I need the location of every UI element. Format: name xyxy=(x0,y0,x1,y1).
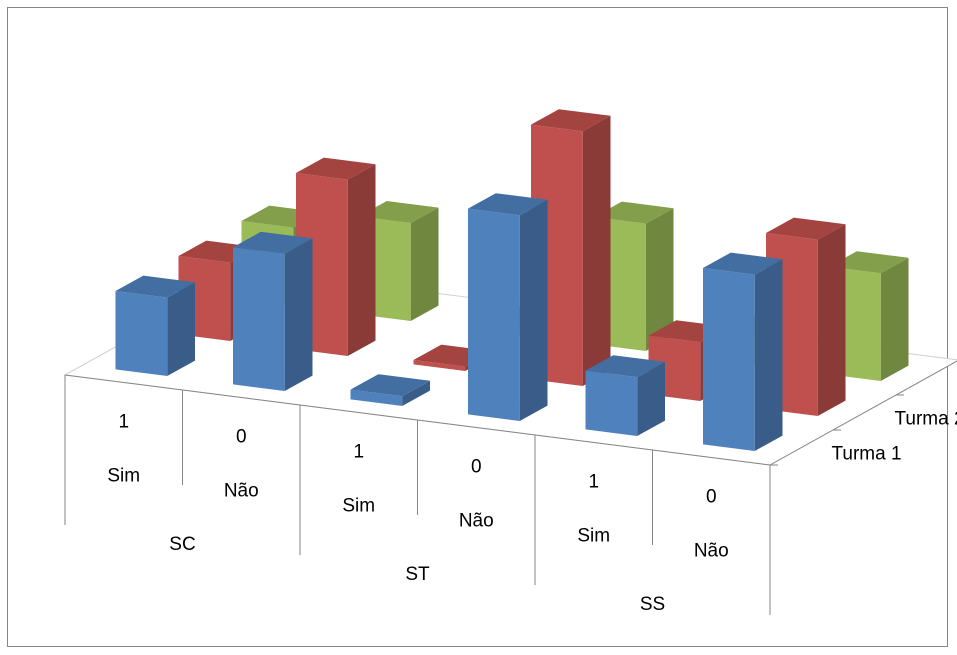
bar-top xyxy=(766,217,846,240)
bar-turma-1-0 xyxy=(115,275,195,376)
bar-top xyxy=(296,157,376,180)
bar-turma-1-3 xyxy=(468,193,548,421)
bar-top xyxy=(703,252,783,275)
bar-turma-1-4 xyxy=(585,355,665,436)
category-group-label: SC xyxy=(169,534,195,555)
bar-turma-1-2 xyxy=(350,374,430,406)
bar-side xyxy=(402,380,430,406)
bar-side xyxy=(519,199,548,421)
bar-turma-1-5 xyxy=(703,252,783,451)
bar-front xyxy=(585,370,638,436)
category-answer-label: Não xyxy=(694,541,729,562)
category-answer-label: Não xyxy=(224,481,259,502)
bar-front xyxy=(233,247,285,391)
bar-side xyxy=(817,224,846,416)
category-code-label: 1 xyxy=(118,412,129,433)
bar-top xyxy=(359,201,439,223)
bar-top xyxy=(115,275,195,298)
bar-side xyxy=(880,257,909,381)
bar-top xyxy=(531,109,611,132)
bar-side xyxy=(645,208,674,351)
series-label-1: Turma 1 xyxy=(832,444,902,465)
bar-front xyxy=(703,268,755,451)
category-answer-label: Sim xyxy=(107,466,140,487)
bar-side xyxy=(754,259,783,451)
bar-top xyxy=(468,193,548,216)
bar-side xyxy=(347,164,376,356)
bar-top xyxy=(585,355,665,378)
bar-side xyxy=(637,361,665,436)
category-answer-label: Sim xyxy=(342,496,375,517)
bar-top xyxy=(233,231,313,254)
category-answer-label: Sim xyxy=(577,526,610,547)
category-code-label: 0 xyxy=(471,457,482,478)
category-code-label: 1 xyxy=(353,442,364,463)
bar-top xyxy=(594,201,674,224)
bar-side xyxy=(167,282,195,376)
bar-turma-3-1 xyxy=(359,201,439,321)
series-label-2: Turma 2 xyxy=(895,409,957,430)
bar-side xyxy=(284,238,313,391)
category-code-label: 0 xyxy=(706,487,717,508)
bar-side xyxy=(582,115,611,387)
bar-front xyxy=(350,389,403,406)
bar-top xyxy=(829,251,909,274)
bar-top xyxy=(350,374,430,397)
category-code-label: 0 xyxy=(236,427,247,448)
category-code-label: 1 xyxy=(588,472,599,493)
category-axis: 1 Sim 0 Não 1 Sim 0 Não 1 Sim 0 Não SC ST SS xyxy=(64,375,771,615)
bar-front xyxy=(413,360,466,371)
chart-bars xyxy=(115,109,909,451)
depth-axis-line xyxy=(769,360,957,466)
category-answer-label: Não xyxy=(459,511,494,532)
bar-side xyxy=(410,207,439,321)
bar-front xyxy=(115,291,168,376)
bar-turma-1-1 xyxy=(233,231,313,391)
category-group-label: SS xyxy=(640,594,665,615)
bar-front xyxy=(468,208,520,421)
category-group-label: ST xyxy=(405,564,430,585)
